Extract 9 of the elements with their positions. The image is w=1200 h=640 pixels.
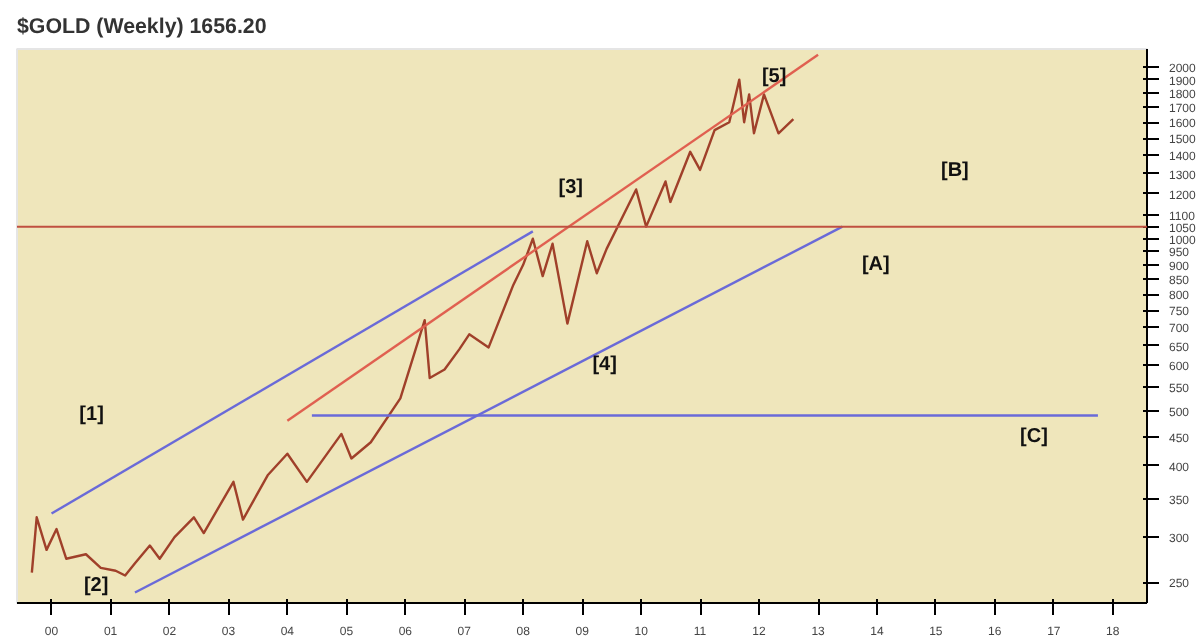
annotation: [B] — [941, 159, 969, 182]
chart-title: $GOLD (Weekly) 1656.20 — [17, 15, 267, 39]
annotation: [2] — [83, 575, 109, 598]
annotation: [4] — [592, 353, 617, 376]
annotation: [1] — [79, 403, 104, 426]
annotation: [5] — [761, 65, 787, 88]
annotation: [3] — [558, 176, 583, 199]
annotation: [C] — [1020, 425, 1048, 448]
annotation: [A] — [861, 254, 890, 277]
